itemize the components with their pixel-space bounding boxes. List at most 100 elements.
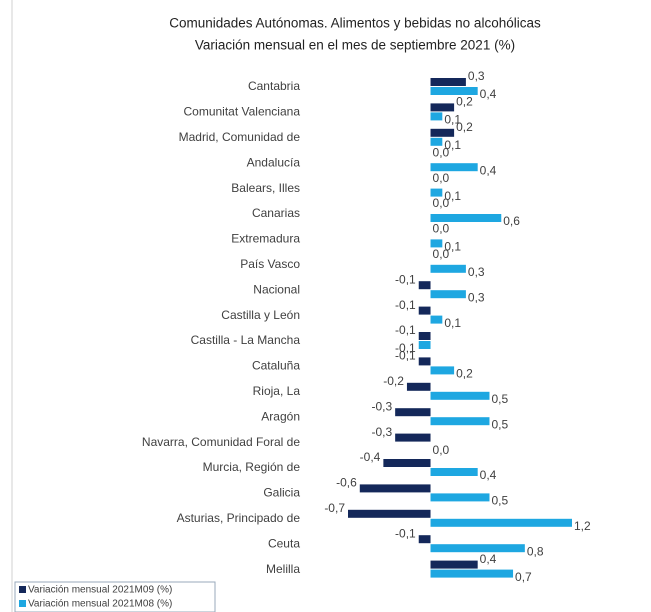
legend-label: Variación mensual 2021M09 (%) xyxy=(28,585,172,596)
value-label: 0,1 xyxy=(444,189,461,203)
category-label: Melilla xyxy=(266,562,300,576)
bar xyxy=(383,459,431,467)
bar xyxy=(418,535,431,544)
category-label: Ceuta xyxy=(268,536,300,550)
value-label: 0,3 xyxy=(468,265,485,279)
value-label: 0,5 xyxy=(491,494,508,508)
bar xyxy=(418,341,431,349)
bar xyxy=(430,264,466,273)
bar xyxy=(430,468,478,476)
value-label: -0,6 xyxy=(336,476,357,490)
bar xyxy=(430,78,466,86)
value-label: 0,0 xyxy=(433,443,450,457)
value-label: -0,3 xyxy=(371,399,392,413)
bar xyxy=(430,569,514,578)
category-label: Canarias xyxy=(252,206,300,220)
bar xyxy=(430,366,455,375)
value-label: -0,1 xyxy=(395,526,416,540)
bar xyxy=(418,357,431,366)
category-label: Murcia, Región de xyxy=(203,460,301,474)
value-label: 0,5 xyxy=(491,417,508,431)
category-label: Nacional xyxy=(253,282,300,296)
bar xyxy=(348,509,431,518)
bar xyxy=(430,417,490,426)
category-label: Aragón xyxy=(261,409,300,423)
bar xyxy=(430,163,478,172)
value-label: 0,3 xyxy=(468,290,485,304)
value-label: 0,1 xyxy=(444,240,461,254)
value-label: -0,1 xyxy=(395,341,416,355)
value-label: -0,1 xyxy=(395,349,416,363)
legend-label: Variación mensual 2021M08 (%) xyxy=(28,599,172,610)
category-label: Rioja, La xyxy=(253,384,301,398)
value-label: 0,4 xyxy=(480,163,497,177)
category-label: Navarra, Comunidad Foral de xyxy=(142,435,300,449)
value-label: 0,0 xyxy=(433,145,450,159)
bar xyxy=(430,112,443,121)
bar xyxy=(418,306,431,315)
bar xyxy=(430,493,490,502)
category-label: Cantabria xyxy=(248,79,300,93)
category-label: Cataluña xyxy=(252,359,300,373)
bar xyxy=(430,560,478,569)
value-label: -0,1 xyxy=(395,272,416,286)
value-label: 0,0 xyxy=(433,222,450,236)
chart-title: Comunidades Autónomas. Alimentos y bebid… xyxy=(169,16,541,31)
bar xyxy=(430,128,455,137)
value-label: 0,2 xyxy=(456,120,473,134)
value-label: 0,6 xyxy=(503,214,520,228)
bar xyxy=(430,544,525,553)
value-label: 0,2 xyxy=(456,95,473,109)
category-label: Madrid, Comunidad de xyxy=(179,130,301,144)
value-label: -0,4 xyxy=(360,450,381,464)
value-label: -0,1 xyxy=(395,323,416,337)
bar xyxy=(430,239,443,248)
bar xyxy=(418,332,431,340)
value-label: -0,7 xyxy=(324,501,345,515)
value-label: 0,8 xyxy=(527,544,544,558)
bar xyxy=(430,290,466,299)
bar xyxy=(406,382,431,391)
value-label: 0,7 xyxy=(515,570,532,584)
value-label: 0,0 xyxy=(433,171,450,185)
category-label: Extremadura xyxy=(231,232,300,246)
value-label: 0,0 xyxy=(433,196,450,210)
value-label: 0,2 xyxy=(456,367,473,381)
value-label: 0,4 xyxy=(480,87,497,101)
value-label: 0,1 xyxy=(444,316,461,330)
value-label: -0,2 xyxy=(383,374,404,388)
category-label: Balears, Illes xyxy=(231,181,300,195)
bar xyxy=(430,391,490,400)
legend-swatch xyxy=(19,586,26,593)
category-label: Comunitat Valenciana xyxy=(183,105,300,119)
value-label: 0,5 xyxy=(491,392,508,406)
value-label: 0,1 xyxy=(444,113,461,127)
value-label: -0,1 xyxy=(395,298,416,312)
category-label: País Vasco xyxy=(240,257,300,271)
bar xyxy=(430,137,443,146)
bar xyxy=(430,518,572,527)
value-label: 0,0 xyxy=(433,247,450,261)
category-label: Andalucía xyxy=(247,155,301,169)
bar xyxy=(430,188,443,197)
category-label: Galicia xyxy=(263,486,300,500)
bar xyxy=(359,484,431,493)
bar xyxy=(395,408,431,417)
value-label: 0,4 xyxy=(480,552,497,566)
bar xyxy=(430,87,478,95)
legend-box xyxy=(14,581,216,612)
category-label: Asturias, Principado de xyxy=(177,511,301,525)
value-label: 0,1 xyxy=(444,138,461,152)
chart-subtitle: Variación mensual en el mes de septiembr… xyxy=(195,38,515,53)
bar xyxy=(430,103,455,112)
bar xyxy=(395,433,431,442)
value-label: -0,3 xyxy=(371,425,392,439)
value-label: 1,2 xyxy=(574,519,591,533)
category-label: Castilla y León xyxy=(221,308,300,322)
bar xyxy=(430,315,443,324)
bar xyxy=(418,281,431,290)
legend-swatch xyxy=(19,600,26,607)
value-label: 0,3 xyxy=(468,69,485,83)
value-label: 0,4 xyxy=(480,468,497,482)
